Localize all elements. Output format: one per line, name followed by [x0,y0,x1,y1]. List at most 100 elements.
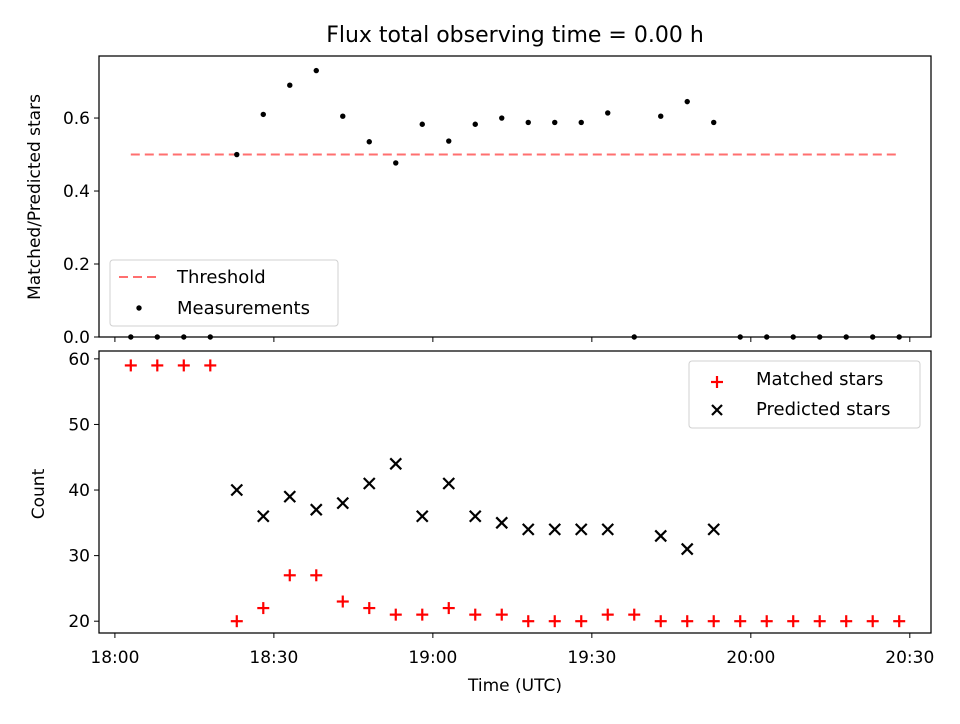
measurement-point [525,119,531,126]
top-chart-title: Flux total observing time = 0.00 h [326,23,704,48]
predicted-star-marker [442,477,456,490]
matched-star-marker [893,615,906,628]
predicted-star-marker [336,496,350,510]
measurement-point [578,119,584,126]
matched-star-marker [787,615,800,628]
bottom-y-tick-label: 60 [68,350,90,370]
matched-star-marker [866,615,879,628]
matched-star-marker [548,615,561,628]
predicted-star-marker [601,523,615,536]
predicted-star-marker [707,523,721,536]
measurement-point [711,119,717,126]
matched-star-marker [734,615,747,628]
matched-star-marker [204,359,217,372]
measurement-point [499,115,505,121]
predicted-star-marker [283,490,297,503]
measurement-point [234,151,240,158]
bottom-y-tick-label: 50 [68,415,90,435]
bottom-x-tick-label: 20:30 [885,648,934,668]
bottom-x-axis-label: Time (UTC) [467,676,562,696]
bottom-y-tick-label: 30 [68,547,90,567]
bottom-y-tick-label: 20 [68,612,90,632]
matched-star-marker [522,615,535,628]
matched-star-marker [495,608,508,621]
matched-star-marker [628,608,641,621]
matched-star-marker [257,602,270,615]
predicted-star-marker [415,509,429,523]
matched-star-marker [230,615,243,628]
measurement-point [340,113,346,119]
matched-star-marker [469,608,482,621]
measurement-point [366,139,372,145]
matched-stars-legend-marker [711,376,723,388]
measurement-point [472,121,478,127]
matched-star-marker [654,615,667,628]
matched-star-marker [151,359,164,372]
predicted-star-marker [309,503,323,516]
matched-star-marker [601,608,614,621]
bottom-legend: Matched stars Predicted stars [688,360,921,429]
predicted-star-marker [468,509,482,523]
measurement-point [313,67,319,74]
threshold-legend-label: Threshold [176,267,266,288]
top-y-axis-label: Matched/Predicted stars [25,94,45,300]
predicted-stars-legend-label: Predicted stars [756,399,890,420]
top-legend-box [109,259,339,327]
matched-star-marker [177,359,190,372]
bottom-x-tick-label: 18:30 [249,648,298,668]
predicted-star-marker [230,483,244,497]
matched-star-marker [575,615,588,628]
matched-star-marker [124,359,137,372]
predicted-star-marker [495,516,509,530]
bottom-x-tick-label: 19:00 [408,648,457,668]
predicted-star-marker [680,542,694,556]
measurement-point [446,138,452,144]
measurement-point [684,98,690,105]
top-y-tick-label: 0.0 [63,328,90,348]
predicted-star-marker [257,509,270,523]
matched-star-marker [840,615,853,628]
predicted-star-marker [654,529,668,543]
predicted-star-marker [548,523,562,536]
matched-star-marker [760,615,773,628]
bottom-x-tick-label: 20:00 [726,648,775,668]
predicted-star-marker [574,523,588,536]
bottom-x-tick-label: 19:30 [567,648,616,668]
measurement-point [658,113,664,119]
bottom-axes-frame [98,350,932,634]
top-y-tick-label: 0.4 [63,182,90,202]
bottom-plot-area: 20 30 40 50 60 18:00 18:30 19:00 19:30 20:00 20:30 [68,350,934,668]
measurement-point [605,110,611,116]
measurement-point [552,119,558,126]
top-plot-area: 0.0 0.2 0.4 0.6 [63,67,911,348]
predicted-star-marker [521,523,535,536]
top-y-tick-label: 0.6 [63,109,90,129]
matched-star-marker [416,608,429,621]
predicted-star-marker [389,457,403,471]
measurement-point [419,121,425,127]
matched-stars-legend-label: Matched stars [756,369,883,390]
measurement-point [260,111,266,118]
bottom-y-tick-label: 40 [68,481,90,501]
top-y-tick-label: 0.2 [63,255,90,275]
measurements-legend-marker [136,305,142,311]
matched-star-marker [310,569,323,582]
matched-star-marker [813,615,826,628]
matched-star-marker [681,615,694,628]
predicted-star-marker [362,477,376,490]
measurement-point [393,160,399,166]
matched-star-marker [363,602,376,615]
matched-star-marker [389,608,402,621]
top-axes-frame [98,55,932,338]
top-legend: Threshold Measurements [109,259,339,327]
matched-star-marker [707,615,720,628]
bottom-legend-box [688,360,921,429]
measurement-point [287,82,293,88]
matched-star-marker [283,569,296,582]
matched-star-marker [442,602,455,615]
bottom-x-tick-label: 18:00 [90,648,139,668]
predicted-stars-legend-marker [711,404,723,416]
bottom-y-axis-label: Count [29,468,49,519]
